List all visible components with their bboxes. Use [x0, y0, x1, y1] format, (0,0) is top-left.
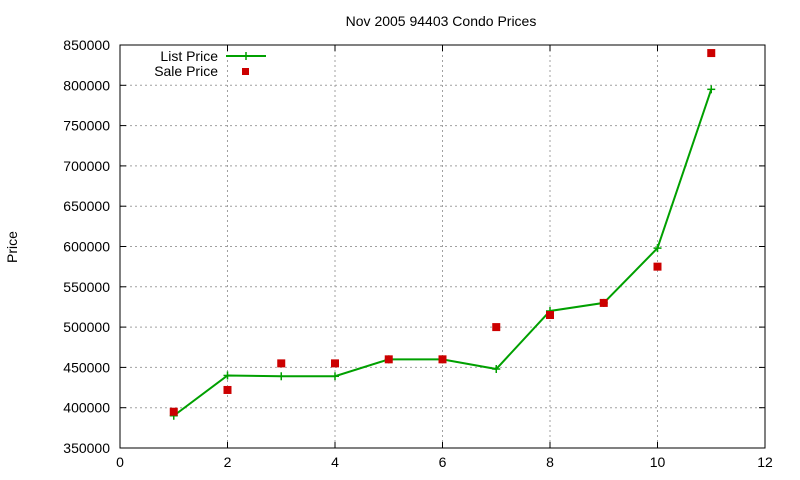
- axis-ticks: [119, 44, 766, 449]
- y-tick-label: 850000: [63, 37, 110, 53]
- x-tick-label: 0: [116, 454, 124, 470]
- data-point: [653, 244, 662, 253]
- x-tick-label: 12: [757, 454, 773, 470]
- series-layer: [169, 49, 716, 420]
- data-point: [384, 355, 393, 364]
- legend-marker-sale-price: [242, 68, 249, 75]
- data-point: [653, 262, 662, 271]
- y-tick-label: 450000: [63, 359, 110, 375]
- y-tick-label: 350000: [63, 440, 110, 456]
- legend: List Price Sale Price: [154, 48, 266, 79]
- x-tick-label: 10: [650, 454, 666, 470]
- legend-label-list-price: List Price: [160, 48, 218, 64]
- y-tick-label: 550000: [63, 279, 110, 295]
- data-point: [492, 365, 501, 374]
- data-point: [707, 85, 716, 94]
- grid-lines: [120, 45, 765, 448]
- chart-title: Nov 2005 94403 Condo Prices: [346, 13, 537, 29]
- y-tick-labels: 350000 400000 450000 500000 550000 600000 6500…: [63, 37, 110, 456]
- data-point: [331, 372, 339, 381]
- y-tick-label: 400000: [63, 400, 110, 416]
- y-tick-label: 650000: [63, 198, 110, 214]
- series-sale-price: [169, 49, 716, 416]
- data-point: [492, 323, 501, 332]
- x-tick-label: 2: [224, 454, 232, 470]
- data-point: [169, 407, 178, 416]
- y-axis-label: Price: [4, 231, 20, 263]
- data-point: [546, 311, 554, 320]
- data-point: [277, 372, 286, 381]
- y-tick-label: 500000: [63, 319, 110, 335]
- y-tick-label: 700000: [63, 158, 110, 174]
- legend-label-sale-price: Sale Price: [154, 63, 218, 79]
- legend-plus: [242, 52, 250, 60]
- y-tick-label: 600000: [63, 239, 110, 255]
- legend-marker-list-price: [242, 52, 250, 60]
- data-point: [331, 359, 339, 368]
- y-tick-label: 800000: [63, 77, 110, 93]
- data-point: [599, 298, 608, 307]
- data-point: [707, 49, 716, 58]
- x-tick-label: 4: [331, 454, 339, 470]
- x-tick-label: 8: [546, 454, 554, 470]
- x-tick-label: 6: [439, 454, 447, 470]
- x-tick-labels: 0 2 4 6 8 10 12: [116, 454, 773, 470]
- data-point: [438, 355, 447, 364]
- data-point: [223, 385, 232, 394]
- data-point: [223, 371, 232, 380]
- data-point: [277, 359, 286, 368]
- y-tick-label: 750000: [63, 118, 110, 134]
